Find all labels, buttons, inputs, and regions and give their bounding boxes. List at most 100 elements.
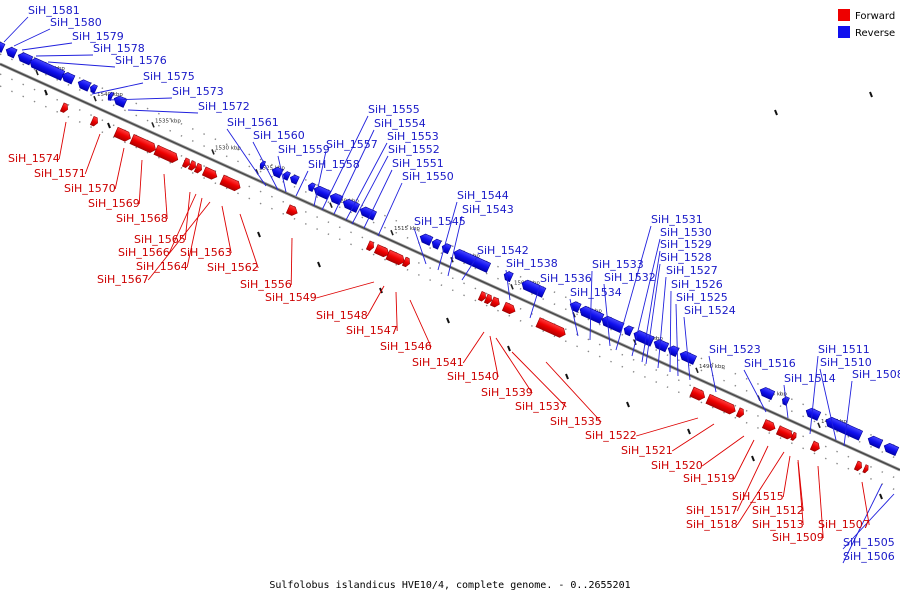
- gene-label-sih-1555[interactable]: SiH_1555: [368, 103, 420, 116]
- gene-label-sih-1533[interactable]: SiH_1533: [592, 258, 644, 271]
- gene-label-sih-1540[interactable]: SiH_1540: [447, 370, 499, 383]
- gene-label-sih-1548[interactable]: SiH_1548: [316, 309, 368, 322]
- gene-label-sih-1558[interactable]: SiH_1558: [308, 158, 360, 171]
- gene-label-sih-1531[interactable]: SiH_1531: [651, 213, 703, 226]
- gene-label-sih-1537[interactable]: SiH_1537: [515, 400, 567, 413]
- tick-label: 1535 kbp: [155, 118, 181, 124]
- gene-label-sih-1563[interactable]: SiH_1563: [180, 246, 232, 259]
- gene-label-sih-1576[interactable]: SiH_1576: [115, 54, 167, 67]
- gene-label-sih-1554[interactable]: SiH_1554: [374, 117, 426, 130]
- gene-label-sih-1567[interactable]: SiH_1567: [97, 273, 149, 286]
- gene-label-sih-1566[interactable]: SiH_1566: [118, 246, 170, 259]
- gene-label-sih-1575[interactable]: SiH_1575: [143, 70, 195, 83]
- gene-label-sih-1520[interactable]: SiH_1520: [651, 459, 703, 472]
- gene-label-sih-1542[interactable]: SiH_1542: [477, 244, 529, 257]
- gene-label-sih-1536[interactable]: SiH_1536: [540, 272, 592, 285]
- reverse-gene-block: [113, 95, 128, 108]
- gene-label-sih-1518[interactable]: SiH_1518: [686, 518, 738, 531]
- gene-label-sih-1559[interactable]: SiH_1559: [278, 143, 330, 156]
- gene-label-sih-1534[interactable]: SiH_1534: [570, 286, 622, 299]
- gene-label-sih-1525[interactable]: SiH_1525: [676, 291, 728, 304]
- leader-line: [47, 61, 116, 68]
- leader-line: [316, 281, 375, 299]
- gene-label-sih-1517[interactable]: SiH_1517: [686, 504, 738, 517]
- leader-line: [168, 193, 197, 254]
- gene-label-sih-1553[interactable]: SiH_1553: [387, 130, 439, 143]
- gene-label-sih-1530[interactable]: SiH_1530: [660, 226, 712, 239]
- leader-line: [675, 303, 679, 377]
- gene-label-sih-1539[interactable]: SiH_1539: [481, 386, 533, 399]
- gene-label-sih-1570[interactable]: SiH_1570: [64, 182, 116, 195]
- leader-line: [351, 155, 389, 225]
- leader-line: [163, 173, 168, 220]
- gene-label-sih-1565[interactable]: SiH_1565: [134, 233, 186, 246]
- gene-label-sih-1516[interactable]: SiH_1516: [744, 357, 796, 370]
- gene-label-sih-1568[interactable]: SiH_1568: [116, 212, 168, 225]
- gene-label-sih-1581[interactable]: SiH_1581: [28, 4, 80, 17]
- gene-label-sih-1560[interactable]: SiH_1560: [253, 129, 305, 142]
- gene-label-sih-1527[interactable]: SiH_1527: [666, 264, 718, 277]
- gene-label-sih-1561[interactable]: SiH_1561: [227, 116, 279, 129]
- leader-line: [58, 121, 67, 160]
- reverse-gene-shape: [431, 238, 442, 250]
- gene-label-sih-1564[interactable]: SiH_1564: [136, 260, 188, 273]
- gene-label-sih-1506[interactable]: SiH_1506: [843, 550, 895, 563]
- leader-line: [3, 16, 29, 43]
- gene-label-sih-1543[interactable]: SiH_1543: [462, 203, 514, 216]
- forward-gene-shape: [193, 162, 202, 174]
- forward-gene-shape: [153, 144, 179, 163]
- reverse-gene-block: [271, 166, 284, 179]
- gene-label-sih-1572[interactable]: SiH_1572: [198, 100, 250, 113]
- gene-label-sih-1523[interactable]: SiH_1523: [709, 343, 761, 356]
- gene-label-sih-1524[interactable]: SiH_1524: [684, 304, 736, 317]
- forward-gene-shape: [705, 393, 736, 415]
- gene-label-sih-1578[interactable]: SiH_1578: [93, 42, 145, 55]
- leader-line: [708, 355, 717, 393]
- forward-gene-shape: [689, 386, 706, 401]
- tick-mark: [817, 422, 821, 429]
- reverse-gene-shape: [503, 271, 514, 283]
- gene-label-sih-1571[interactable]: SiH_1571: [34, 167, 86, 180]
- gene-label-sih-1547[interactable]: SiH_1547: [346, 324, 398, 337]
- track-mark: [687, 428, 691, 435]
- gene-label-sih-1532[interactable]: SiH_1532: [604, 271, 656, 284]
- gene-label-sih-1522[interactable]: SiH_1522: [585, 429, 637, 442]
- gene-label-sih-1549[interactable]: SiH_1549: [265, 291, 317, 304]
- gene-label-sih-1569[interactable]: SiH_1569: [88, 197, 140, 210]
- gene-label-sih-1550[interactable]: SiH_1550: [402, 170, 454, 183]
- gene-label-sih-1556[interactable]: SiH_1556: [240, 278, 292, 291]
- gene-label-sih-1514[interactable]: SiH_1514: [784, 372, 836, 385]
- gene-label-sih-1526[interactable]: SiH_1526: [671, 278, 723, 291]
- gene-label-sih-1512[interactable]: SiH_1512: [752, 504, 804, 517]
- gene-label-sih-1519[interactable]: SiH_1519: [683, 472, 735, 485]
- gene-label-sih-1505[interactable]: SiH_1505: [843, 536, 895, 549]
- gene-label-sih-1507[interactable]: SiH_1507: [818, 518, 870, 531]
- reverse-gene-block: [29, 57, 66, 81]
- gene-label-sih-1535[interactable]: SiH_1535: [550, 415, 602, 428]
- gene-label-sih-1509[interactable]: SiH_1509: [772, 531, 824, 544]
- gene-label-sih-1510[interactable]: SiH_1510: [820, 356, 872, 369]
- gene-label-sih-1528[interactable]: SiH_1528: [660, 251, 712, 264]
- gene-label-sih-1551[interactable]: SiH_1551: [392, 157, 444, 170]
- gene-label-sih-1544[interactable]: SiH_1544: [457, 189, 509, 202]
- gene-label-sih-1529[interactable]: SiH_1529: [660, 238, 712, 251]
- gene-label-sih-1508[interactable]: SiH_1508: [852, 368, 900, 381]
- gene-label-sih-1541[interactable]: SiH_1541: [412, 356, 464, 369]
- gene-label-sih-1538[interactable]: SiH_1538: [506, 257, 558, 270]
- gene-label-sih-1557[interactable]: SiH_1557: [326, 138, 378, 151]
- gene-label-sih-1521[interactable]: SiH_1521: [621, 444, 673, 457]
- track-mark: [44, 89, 48, 96]
- gene-label-sih-1574[interactable]: SiH_1574: [8, 152, 60, 165]
- gene-label-sih-1573[interactable]: SiH_1573: [172, 85, 224, 98]
- gene-label-sih-1562[interactable]: SiH_1562: [207, 261, 259, 274]
- gene-label-sih-1515[interactable]: SiH_1515: [732, 490, 784, 503]
- gene-label-sih-1579[interactable]: SiH_1579: [72, 30, 124, 43]
- forward-gene-block: [761, 419, 776, 432]
- gene-label-sih-1513[interactable]: SiH_1513: [752, 518, 804, 531]
- forward-gene-block: [489, 296, 500, 308]
- gene-label-sih-1580[interactable]: SiH_1580: [50, 16, 102, 29]
- gene-label-sih-1546[interactable]: SiH_1546: [380, 340, 432, 353]
- gene-label-sih-1511[interactable]: SiH_1511: [818, 343, 870, 356]
- gene-label-sih-1545[interactable]: SiH_1545: [414, 215, 466, 228]
- gene-label-sih-1552[interactable]: SiH_1552: [388, 143, 440, 156]
